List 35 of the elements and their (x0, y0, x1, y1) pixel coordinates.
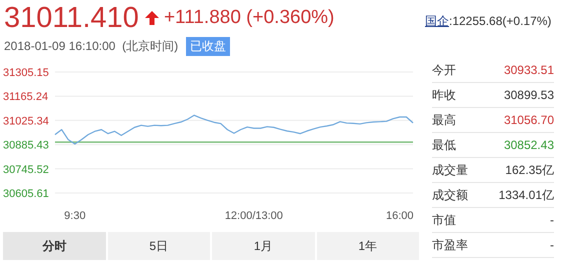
y-tick-label: 31165.24 (3, 91, 48, 104)
text: 分时 (3, 232, 106, 260)
text: 1月 (212, 232, 314, 260)
text: 162.35亿 (505, 162, 554, 179)
text: - (550, 212, 554, 229)
text: 市盈率 (432, 237, 468, 254)
text: 30852.43 (504, 137, 554, 154)
text: 市值 (432, 212, 456, 229)
text: 5日 (108, 232, 210, 260)
x-tick-label: 12:00/13:00 (224, 210, 283, 222)
text: 已收盘 (186, 37, 230, 56)
chart-title: 31011.410 (4, 1, 139, 36)
text: 国企:12255.68(+0.17%) (425, 13, 552, 30)
text: 最低 (432, 137, 456, 154)
y-tick-label: 31025.34 (3, 115, 49, 128)
text: +111.880 (+0.360%) (164, 7, 334, 29)
text: - (550, 237, 554, 254)
y-tick-label: 31305.15 (3, 67, 49, 79)
y-tick-label: 30605.61 (3, 188, 49, 200)
text: 30899.53 (504, 87, 554, 104)
text: 30933.51 (504, 62, 554, 79)
text: 1334.01亿 (498, 187, 554, 204)
text: 成交额 (432, 187, 468, 204)
text: 1年 (316, 232, 419, 260)
x-tick-label: 9:30 (64, 210, 86, 222)
text: 昨收 (432, 87, 456, 104)
text: 最高 (432, 112, 456, 129)
text: 成交量 (432, 162, 468, 179)
text: 今开 (432, 62, 456, 79)
y-tick-label: 30745.52 (3, 164, 49, 176)
y-tick-label: 30885.43 (3, 140, 49, 152)
chart-subtitle: 2018-01-09 16:10:00 (北京时间) (4, 38, 178, 55)
text: 31056.70 (504, 112, 554, 129)
x-tick-label: 16:00 (386, 210, 414, 222)
line-series (54, 114, 414, 145)
